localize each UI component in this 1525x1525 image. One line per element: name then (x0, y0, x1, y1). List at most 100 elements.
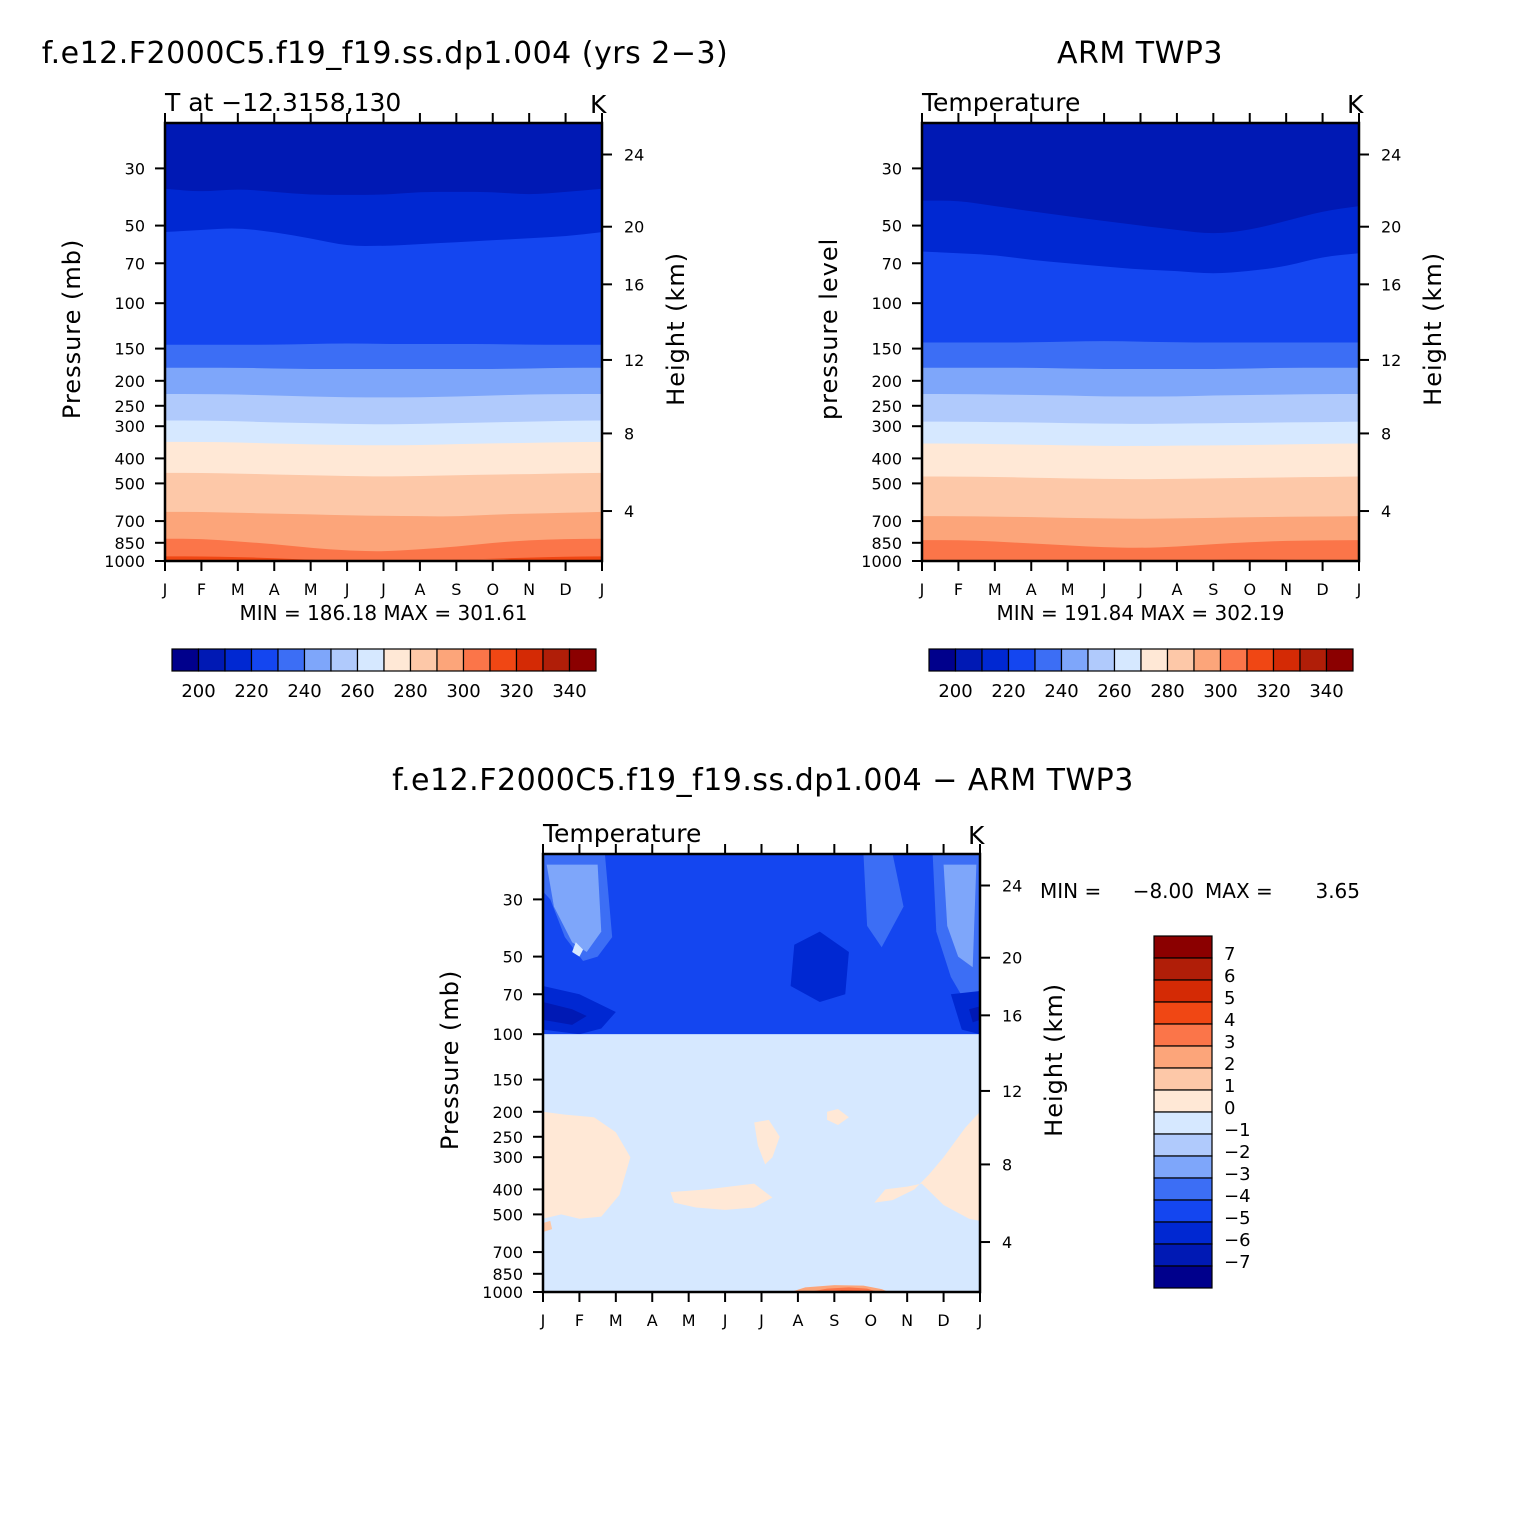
y-tick-label: 100 (492, 1025, 523, 1044)
x-tick-label: J (1356, 580, 1362, 599)
contour-region-6 (572, 942, 584, 957)
contour-region-24 (543, 1220, 553, 1232)
colorbar-box (928, 648, 957, 672)
colorbar-label: −7 (1224, 1252, 1251, 1273)
x-tick-label: J (540, 1311, 546, 1330)
colorbar-label: 220 (991, 681, 1025, 702)
y-tick-label: 400 (492, 1180, 523, 1199)
colorbar-label: 240 (287, 681, 321, 702)
y-tick-label: 50 (882, 217, 902, 236)
colorbar-label: 260 (340, 681, 374, 702)
y-tick-label: 1000 (482, 1283, 523, 1302)
y-tick-label: 30 (503, 890, 523, 909)
x-tick-label: F (954, 580, 963, 599)
x-tick-label: S (451, 580, 461, 599)
y-tick-label: 200 (114, 372, 145, 391)
units-label: K (968, 821, 985, 850)
contour-region-14 (543, 1111, 631, 1219)
y2-axis-title: Height (km) (1419, 252, 1447, 406)
y-tick-label: 400 (114, 449, 145, 468)
y-tick-label: 50 (503, 948, 523, 967)
x-tick-label: J (1101, 580, 1107, 599)
x-tick-label: M (1061, 580, 1075, 599)
colorbar-box (303, 648, 332, 672)
colorbar-box (436, 648, 465, 672)
x-tick-label: J (162, 580, 168, 599)
colorbar-box (1153, 935, 1213, 959)
y-tick-label: 100 (114, 294, 145, 313)
y-axis-title: pressure level (815, 238, 843, 420)
x-tick-label: N (523, 580, 535, 599)
contour-region-5 (943, 864, 977, 968)
contour-region-20 (543, 1234, 980, 1279)
y-tick-label: 30 (882, 159, 902, 178)
y-tick-label: 50 (125, 217, 145, 236)
colorbar-box (197, 648, 226, 672)
x-tick-label: A (1171, 580, 1182, 599)
x-tick-label: O (1243, 580, 1256, 599)
y-tick-label: 100 (871, 294, 902, 313)
contour-region-15 (874, 1111, 980, 1221)
colorbar-label: −1 (1224, 1120, 1251, 1141)
contour-region-16 (670, 1183, 773, 1210)
panel-diff: f.e12.F2000C5.f19_f19.ss.dp1.004 − ARM T… (392, 763, 1360, 1330)
colorbar-box (409, 648, 438, 672)
y-tick-label: 250 (492, 1128, 523, 1147)
y2-tick-label: 8 (1002, 1155, 1012, 1174)
colorbar-box (1060, 648, 1089, 672)
colorbar-box (1153, 1067, 1213, 1091)
x-tick-label: M (682, 1311, 696, 1330)
colorbar-box (1153, 1089, 1213, 1113)
colorbar-box (489, 648, 518, 672)
contour-region-7 (790, 931, 849, 1002)
y-tick-label: 850 (871, 534, 902, 553)
x-tick-label: O (864, 1311, 877, 1330)
colorbar-box (1153, 1023, 1213, 1047)
colorbar-box (356, 648, 385, 672)
colorbar-box (1299, 648, 1328, 672)
min-max-stats: MIN = 186.18 MAX = 301.61 (239, 601, 527, 625)
x-tick-label: M (988, 580, 1002, 599)
contour-region-13 (543, 1034, 980, 1091)
y2-tick-label: 16 (1381, 275, 1401, 294)
x-tick-label: D (937, 1311, 949, 1330)
y-tick-label: 300 (492, 1148, 523, 1167)
max-label: MAX = (1205, 879, 1273, 903)
colorbar-label: 240 (1044, 681, 1078, 702)
y-tick-label: 250 (114, 397, 145, 416)
y-tick-label: 200 (871, 372, 902, 391)
colorbar-box (1153, 979, 1213, 1003)
x-tick-label: D (1316, 580, 1328, 599)
x-tick-label: M (609, 1311, 623, 1330)
colorbar-label: 1 (1224, 1076, 1235, 1097)
colorbar-box (1153, 1199, 1213, 1223)
min-max-stats: MIN = 191.84 MAX = 302.19 (996, 601, 1284, 625)
colorbar-box (1087, 648, 1116, 672)
x-tick-label: O (486, 580, 499, 599)
x-tick-label: A (792, 1311, 803, 1330)
x-tick-label: J (380, 580, 386, 599)
y-tick-label: 700 (492, 1243, 523, 1262)
contour-region-4 (546, 864, 602, 953)
y-tick-label: 250 (871, 397, 902, 416)
colorbar-label: 300 (446, 681, 480, 702)
x-tick-label: J (977, 1311, 983, 1330)
colorbar-box (1153, 1177, 1213, 1201)
left-label: Temperature (921, 88, 1080, 117)
units-label: K (590, 90, 607, 119)
colorbar-label: 7 (1224, 944, 1235, 965)
y-tick-label: 400 (871, 449, 902, 468)
contour-region-17 (754, 1119, 780, 1165)
contour-region-2 (863, 854, 904, 948)
colorbar-box (1153, 957, 1213, 981)
colorbar-label: 280 (1150, 681, 1184, 702)
x-tick-label: A (647, 1311, 658, 1330)
y2-tick-label: 4 (624, 502, 634, 521)
colorbar-box (1325, 648, 1354, 672)
colorbar-box (1193, 648, 1222, 672)
colorbar-box (171, 648, 200, 672)
y-tick-label: 70 (503, 985, 523, 1004)
colorbar-label: 0 (1224, 1098, 1235, 1119)
